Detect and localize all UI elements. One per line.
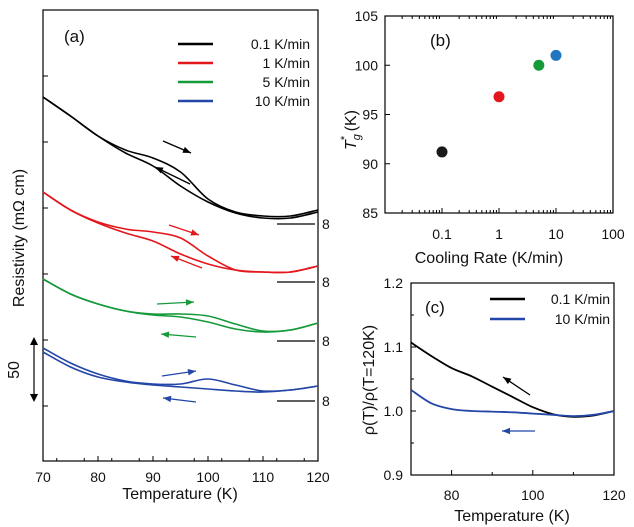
panel-a-label: (a) xyxy=(64,27,85,46)
panel-c-curves xyxy=(410,341,615,418)
panel-a-x-ticks: 70 80 90 100 110 120 xyxy=(35,456,330,485)
series-2-cooling-curve xyxy=(42,191,319,274)
panel-b-label: (b) xyxy=(430,31,451,50)
panel-c-series-2-arrow-head xyxy=(502,427,510,435)
panel-c-series-2-arrow xyxy=(502,427,535,435)
series-1-cooling-curve xyxy=(42,96,319,220)
legend-label-1: 0.1 K/min xyxy=(251,36,310,52)
panel-b: 0.1 1 10 100 85 90 95 100 105 (b) Cooling Rate … xyxy=(339,8,625,267)
panel-c-y-tick-label: 1.0 xyxy=(384,403,404,419)
panel-c-x-tick-label: 80 xyxy=(444,487,460,503)
panel-a-y-ticks xyxy=(43,75,48,407)
offset-marker-label: 8 xyxy=(322,274,330,290)
series-4-warming-arrow xyxy=(161,368,197,377)
offset-marker-label: 8 xyxy=(322,393,330,409)
panel-b-x-tick-label: 10 xyxy=(548,226,564,242)
panel-a-curves xyxy=(42,96,319,393)
panel-c-arrows xyxy=(502,376,535,435)
panel-c-y-tick-label: 1.2 xyxy=(384,275,404,291)
series-3-warming-arrow xyxy=(156,299,195,306)
series-1-cooling-arrow-head xyxy=(155,167,164,174)
series-2-cooling-arrow-head xyxy=(171,255,180,262)
series-3-cooling-arrow-head xyxy=(161,331,170,338)
panel-a-y-axis-label: Resistivity (mΩ cm) xyxy=(11,169,28,307)
series-2-warming-curve xyxy=(42,191,319,274)
series-1-warming-arrow xyxy=(162,140,192,154)
panel-c-label: (c) xyxy=(425,298,445,317)
series-4-warming-arrow-head xyxy=(187,368,196,376)
data-point xyxy=(436,146,448,158)
panel-b-x-tick-label: 1 xyxy=(495,226,503,242)
offset-marker-label: 8 xyxy=(322,216,330,232)
data-point xyxy=(550,49,562,61)
panel-b-y-tick-label: 100 xyxy=(355,57,379,73)
series-3-cooling-arrow xyxy=(160,331,197,338)
panel-c-y-tick-label: 1.1 xyxy=(384,339,404,355)
panel-b-points xyxy=(436,49,562,158)
panel-c-series-2-curve xyxy=(410,389,615,418)
panel-c-y-axis-label: ρ(T)/ρ(T=120K) xyxy=(361,325,378,435)
series-3-warming-arrow-head xyxy=(185,299,194,306)
panel-b-x-tick-label: 0.1 xyxy=(432,226,452,242)
panel-c-x-axis-label: Temperature (K) xyxy=(454,508,570,525)
series-1-warming-arrow-head xyxy=(182,146,191,153)
panel-b-y-tick-label: 85 xyxy=(362,205,378,221)
panel-b-x-ticks: 0.1 1 10 100 xyxy=(401,16,625,242)
data-point xyxy=(533,59,545,71)
panel-a-frame xyxy=(42,9,319,462)
panel-c-x-tick-label: 100 xyxy=(521,487,545,503)
panel-c-x-tick-label: 120 xyxy=(602,487,626,503)
panel-c-series-1-arrow-head xyxy=(503,377,512,385)
legend-label-3: 5 K/min xyxy=(263,74,310,90)
offset-marker-label: 8 xyxy=(322,333,330,349)
panel-c-legend-label-2: 10 K/min xyxy=(555,311,610,327)
panel-a-x-axis-label: Temperature (K) xyxy=(122,486,238,503)
panel-c-y-tick-label: 0.9 xyxy=(384,467,404,483)
series-4-cooling-arrow-head xyxy=(163,395,172,403)
panel-a-offset-markers: 8 8 8 8 xyxy=(277,216,330,409)
series-2-cooling-arrow xyxy=(170,255,203,269)
panel-b-y-axis-label: Tg* (K) xyxy=(339,110,363,150)
panel-c-series-1-curve xyxy=(410,341,615,418)
scale-bar-arrow-bottom xyxy=(30,394,38,402)
scale-bar-label: 50 xyxy=(6,361,23,379)
data-point xyxy=(493,91,505,103)
panel-a: 70 80 90 100 110 120 8 8 8 8 0.1 K/min 1 K/min 5 K… xyxy=(6,9,330,503)
series-3-warming-curve xyxy=(42,278,319,333)
panel-a-arrows xyxy=(154,140,203,403)
panel-a-x-tick-label: 120 xyxy=(306,469,330,485)
panel-a-x-tick-label: 100 xyxy=(196,469,220,485)
scale-bar: 50 xyxy=(6,337,38,402)
panel-c-legend-label-1: 0.1 K/min xyxy=(551,291,610,307)
legend-label-2: 1 K/min xyxy=(263,55,310,71)
panel-b-x-tick-label: 100 xyxy=(601,226,625,242)
panel-a-legend: 0.1 K/min 1 K/min 5 K/min 10 K/min xyxy=(178,36,310,109)
panel-a-x-tick-label: 70 xyxy=(35,469,51,485)
panel-b-y-tick-label: 90 xyxy=(362,156,378,172)
legend-label-4: 10 K/min xyxy=(255,93,310,109)
series-4-warming-curve xyxy=(42,347,319,393)
panel-c-series-1-arrow xyxy=(502,376,531,396)
series-1-warming-curve xyxy=(42,96,319,218)
panel-c-x-ticks: 80 100 120 xyxy=(444,470,626,503)
panel-b-frame xyxy=(384,15,614,214)
panel-b-y-ticks: 85 90 95 100 105 xyxy=(355,8,390,221)
series-2-warming-arrow xyxy=(168,224,200,236)
panel-b-y-tick-label: 105 xyxy=(355,8,379,24)
series-4-cooling-curve xyxy=(42,351,319,393)
series-4-cooling-arrow xyxy=(162,395,197,403)
series-1-cooling-arrow xyxy=(154,166,191,185)
panel-b-x-axis-label: Cooling Rate (K/min) xyxy=(415,250,564,267)
panel-a-x-tick-label: 110 xyxy=(252,469,275,485)
series-3-cooling-curve xyxy=(42,278,319,333)
panel-c-y-ticks: 0.9 1.0 1.1 1.2 xyxy=(384,275,416,483)
series-2-warming-arrow-head xyxy=(190,229,199,236)
scale-bar-arrow-top xyxy=(30,337,38,345)
panel-b-y-tick-label: 95 xyxy=(362,107,378,123)
panel-a-x-tick-label: 90 xyxy=(145,469,161,485)
panel-a-x-tick-label: 80 xyxy=(90,469,106,485)
panel-c-legend: 0.1 K/min 10 K/min xyxy=(490,291,610,327)
